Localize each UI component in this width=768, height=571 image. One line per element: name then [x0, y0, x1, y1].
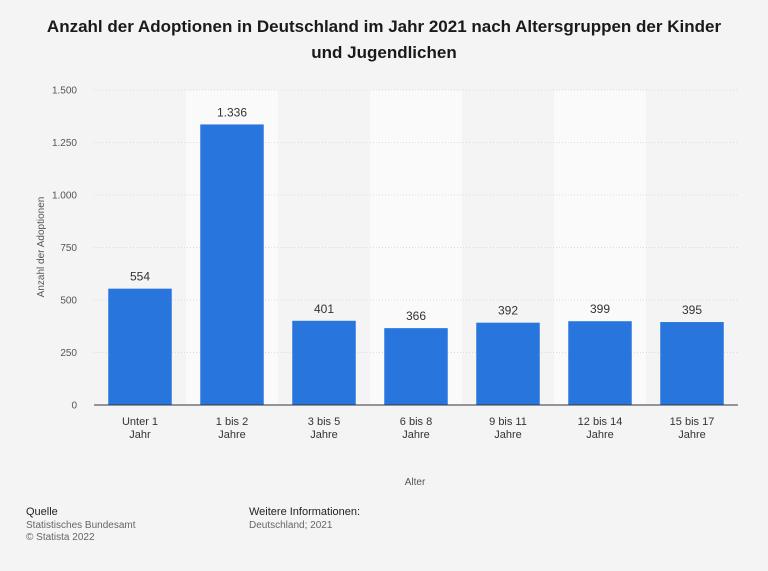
- data-label: 395: [682, 303, 702, 317]
- x-tick-label: Jahre: [310, 429, 338, 441]
- info-block: Weitere Informationen: Deutschland; 2021: [249, 506, 360, 532]
- y-tick-label: 1.500: [52, 86, 77, 97]
- y-tick-label: 1.250: [52, 138, 77, 149]
- chart-title: Anzahl der Adoptionen in Deutschland im …: [46, 17, 722, 62]
- data-label: 401: [314, 302, 334, 316]
- y-tick-label: 500: [60, 296, 77, 307]
- info-heading: Weitere Informationen:: [249, 506, 361, 518]
- x-tick-label: Unter 1: [122, 416, 158, 428]
- bar: [660, 322, 724, 405]
- bar: [384, 328, 448, 405]
- bar: [476, 322, 540, 405]
- data-label: 392: [498, 304, 518, 318]
- x-tick-label: Jahre: [586, 429, 614, 441]
- bar: [200, 124, 264, 405]
- x-tick-label: Jahr: [129, 429, 151, 441]
- x-tick-label: 1 bis 2: [216, 416, 248, 428]
- data-label: 554: [130, 270, 150, 284]
- bar: [108, 288, 172, 405]
- x-tick-label: 9 bis 11: [489, 416, 527, 428]
- source-block: Quelle Statistisches Bundesamt © Statist…: [26, 506, 136, 544]
- y-tick-label: 0: [71, 401, 77, 412]
- y-tick-label: 1.000: [52, 191, 77, 202]
- y-tick-label: 250: [60, 348, 77, 359]
- bar: [568, 321, 632, 405]
- x-tick-label: Jahre: [494, 429, 522, 441]
- data-label: 366: [406, 309, 426, 323]
- source-heading: Quelle: [26, 506, 58, 518]
- copyright-line: © Statista 2022: [26, 532, 95, 543]
- x-tick-label: Jahre: [402, 429, 430, 441]
- info-line: Deutschland; 2021: [249, 520, 333, 531]
- source-line: Statistisches Bundesamt: [26, 520, 136, 531]
- x-tick-label: Jahre: [218, 429, 246, 441]
- bar: [292, 320, 356, 405]
- x-tick-label: 6 bis 8: [400, 416, 432, 428]
- x-tick-label: Jahre: [678, 429, 706, 441]
- x-tick-label: 12 bis 14: [578, 416, 623, 428]
- x-axis-title: Alter: [405, 477, 426, 488]
- x-tick-label: 15 bis 17: [670, 416, 715, 428]
- y-tick-label: 750: [60, 243, 77, 254]
- y-axis-title: Anzahl der Adoptionen: [36, 197, 47, 298]
- data-label: 1.336: [217, 105, 247, 119]
- data-label: 399: [590, 302, 610, 316]
- x-tick-label: 3 bis 5: [308, 416, 340, 428]
